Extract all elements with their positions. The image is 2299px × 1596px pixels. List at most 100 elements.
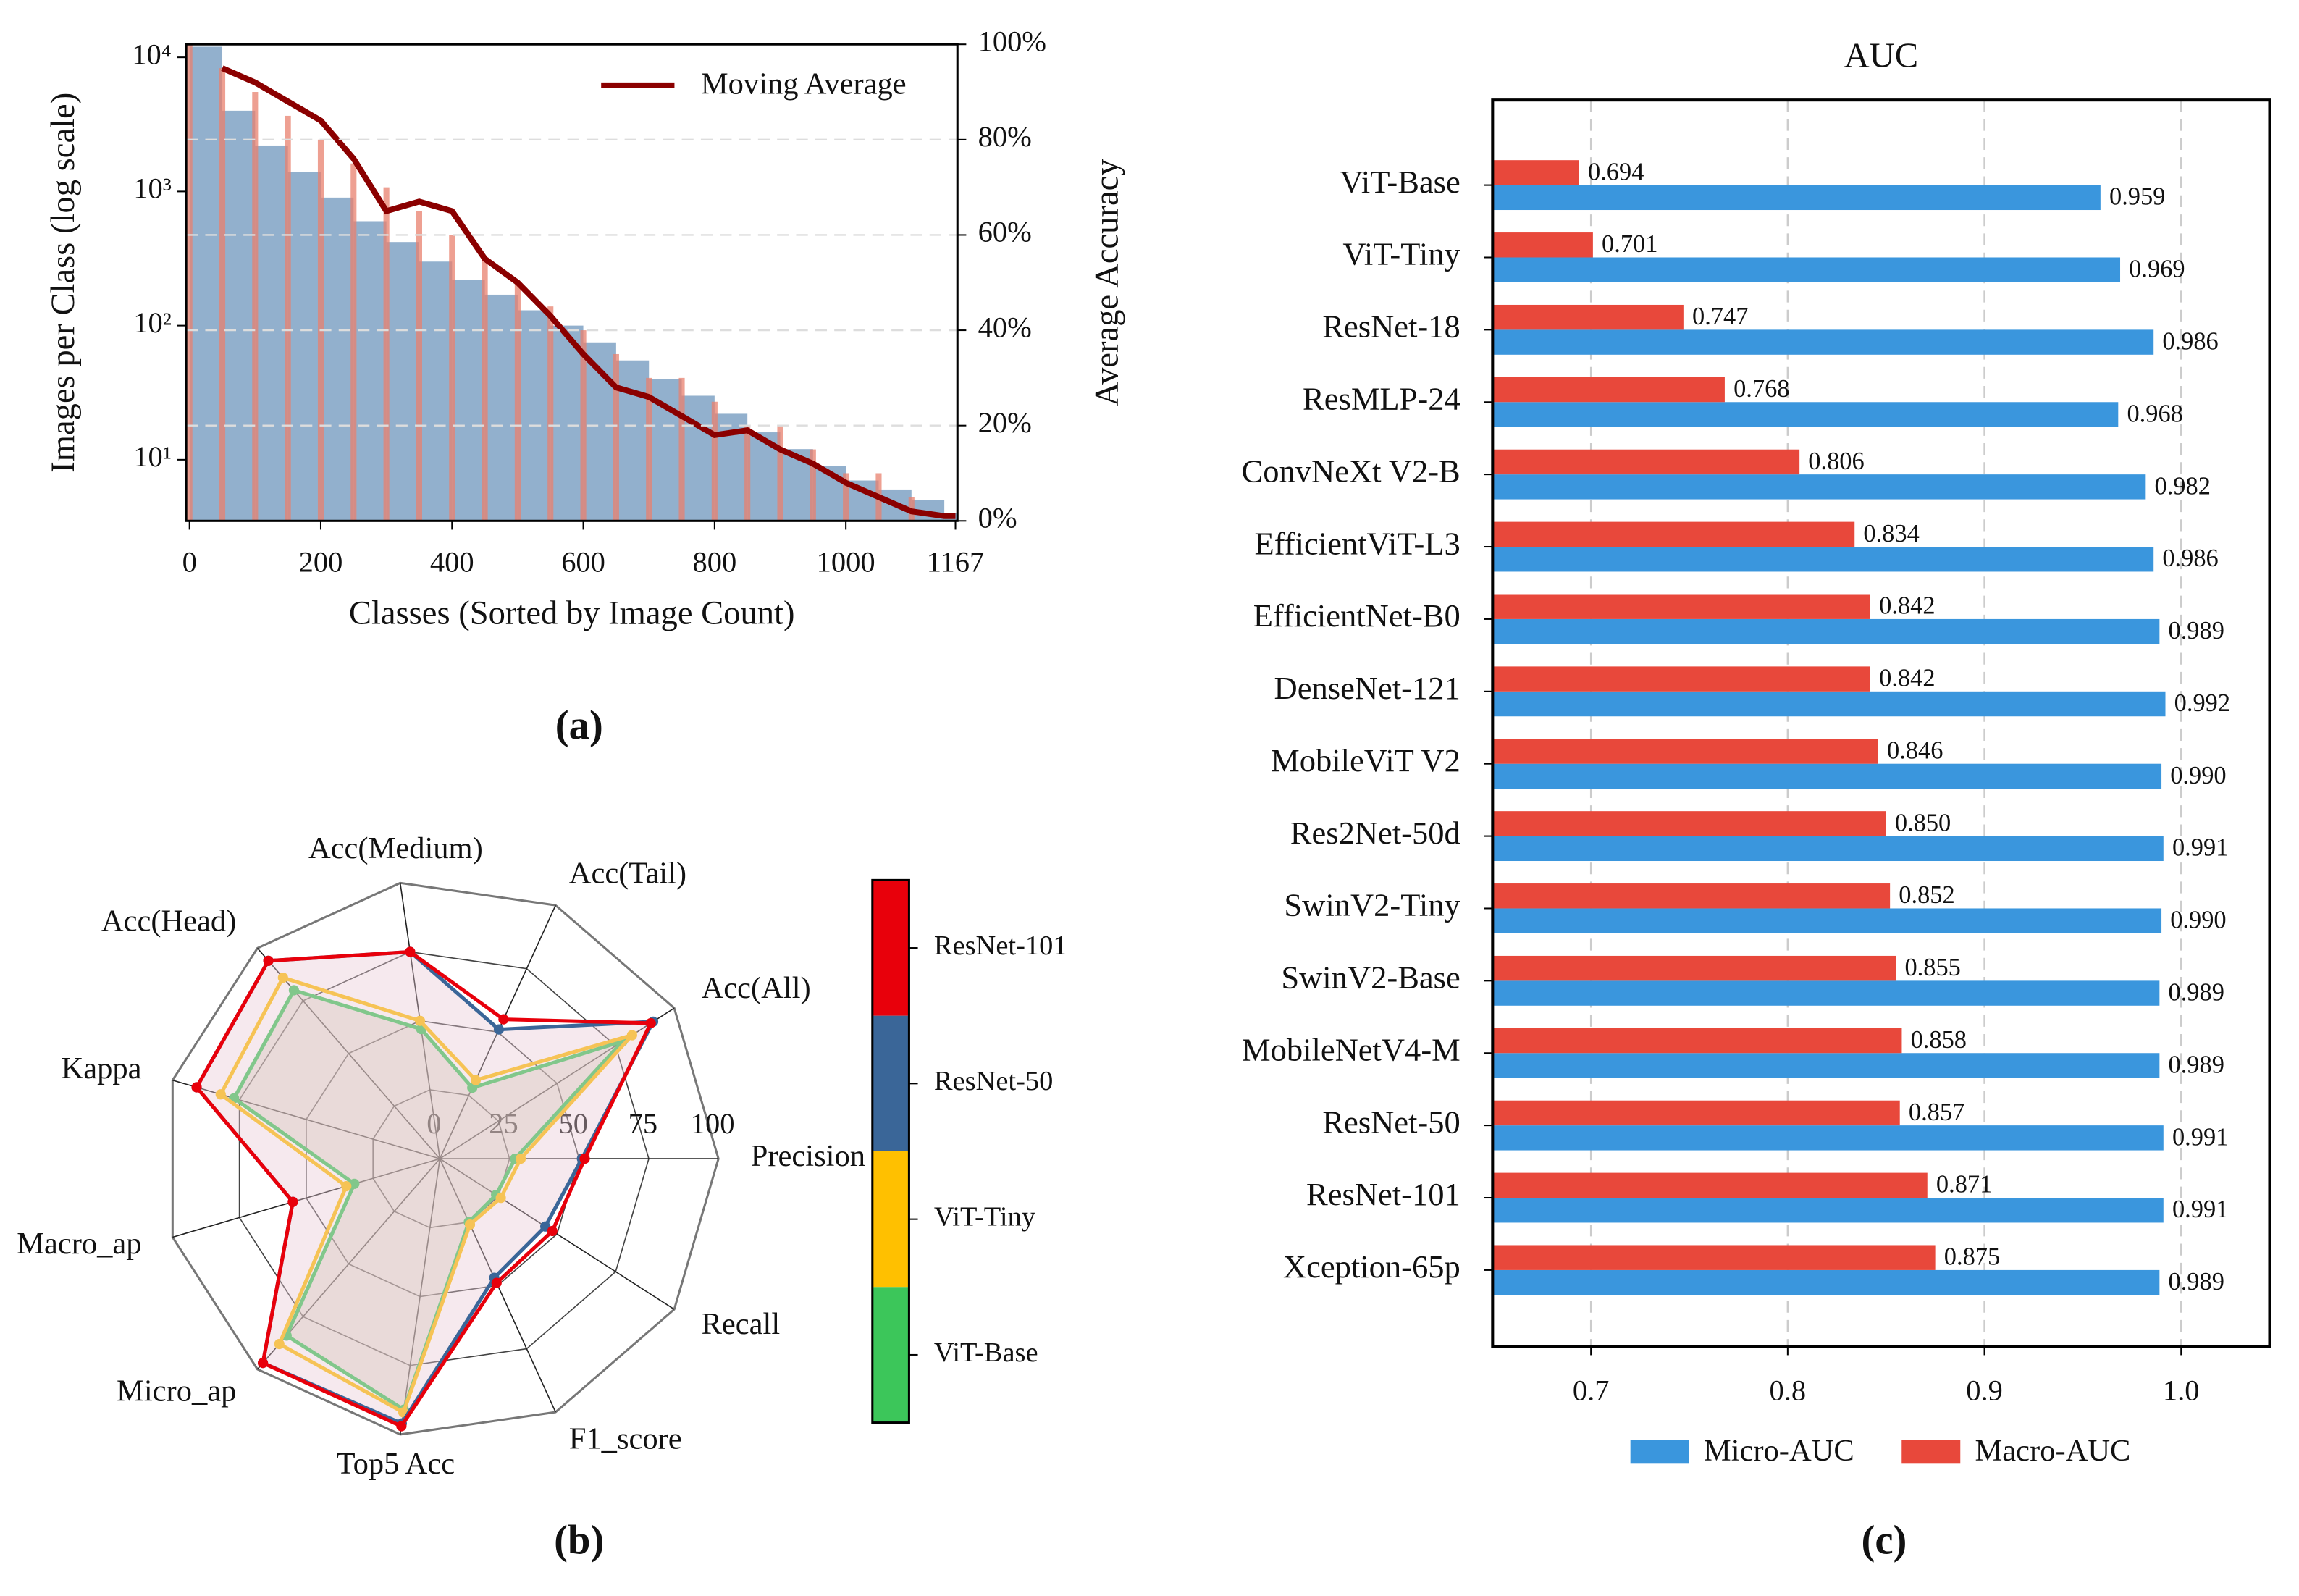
radar-point (191, 1082, 202, 1093)
radar-polygon (194, 949, 654, 1429)
moving-average-line (221, 65, 956, 519)
bar (1492, 304, 1684, 330)
count-step (222, 110, 256, 521)
bar (1492, 1028, 1902, 1054)
radar-point (491, 1277, 502, 1288)
y-tick-label: 10² (133, 306, 172, 339)
bar (1492, 811, 1886, 836)
value-label: 0.989 (2169, 1268, 2224, 1295)
y-tick-label: DenseNet-121 (1274, 670, 1460, 706)
caption: (c) (1862, 1518, 1907, 1563)
count-step (386, 242, 419, 521)
value-label: 0.694 (1588, 158, 1644, 185)
accuracy-bar (482, 259, 488, 521)
bar (1492, 955, 1896, 981)
y-tick-label: SwinV2-Tiny (1284, 887, 1460, 923)
x-tick-label: 0.8 (1770, 1374, 1807, 1406)
accuracy-bar (383, 187, 390, 521)
value-label: 0.989 (2169, 1051, 2224, 1078)
accuracy-bar (777, 425, 783, 521)
radar-spoke (172, 1158, 440, 1238)
value-label: 0.846 (1887, 736, 1943, 764)
radar-spoke (256, 947, 441, 1159)
axis-category-label: Acc(Head) (101, 904, 236, 938)
axis-category-label: F1_score (569, 1421, 682, 1456)
count-step (484, 294, 518, 521)
accuracy-bar (711, 401, 718, 521)
y-tick-label: SwinV2-Base (1281, 959, 1460, 996)
axis-category-label: Top5 Acc (337, 1447, 455, 1481)
y-tick-label: EfficientNet-B0 (1253, 597, 1460, 634)
value-label: 0.968 (2127, 400, 2182, 427)
count-step (452, 280, 485, 521)
accuracy-bar (350, 163, 357, 521)
value-label: 0.842 (1879, 592, 1935, 620)
bar (1492, 618, 2160, 644)
legend-swatch (1630, 1440, 1689, 1464)
colorbar-swatch (872, 1287, 909, 1423)
value-label: 0.850 (1895, 809, 1951, 836)
value-label: 0.855 (1904, 954, 1960, 981)
count-step (615, 360, 650, 521)
value-label: 0.959 (2109, 183, 2165, 211)
plot-frame (185, 43, 959, 522)
axis-category-label: Acc(All) (702, 971, 811, 1005)
count-step (353, 221, 387, 521)
legend-label: ResNet-101 (934, 931, 1067, 961)
value-label: 0.986 (2162, 545, 2218, 572)
axis-category-label: Recall (702, 1307, 781, 1341)
value-label: 0.991 (2172, 834, 2228, 862)
value-label: 0.842 (1879, 665, 1935, 692)
count-step (419, 261, 453, 521)
y-tick-label: 10⁴ (132, 38, 172, 70)
bar (1492, 474, 2146, 500)
x-tick-label: 1167 (927, 545, 984, 578)
count-step (320, 197, 354, 521)
axis-category-label: Acc(Medium) (308, 831, 483, 865)
y-tick-label: MobileViT V2 (1271, 742, 1460, 778)
radar-point (645, 1017, 656, 1029)
y2-axis-label: Average Accuracy (1089, 159, 1126, 406)
bar (1492, 449, 1800, 475)
y-tick-label: Xception-65p (1283, 1248, 1460, 1285)
bar (1492, 547, 2154, 572)
radar-point (498, 1014, 509, 1025)
caption: (a) (555, 702, 603, 748)
accuracy-bar (547, 306, 554, 521)
plot-frame (1491, 98, 2271, 1348)
radar-point (288, 985, 299, 996)
y-tick-label: ResNet-50 (1322, 1104, 1460, 1140)
value-label: 0.858 (1911, 1026, 1967, 1054)
y-tick-label: ViT-Tiny (1342, 236, 1460, 272)
count-step (287, 172, 321, 521)
value-label: 0.991 (2172, 1123, 2228, 1151)
radar-point (626, 1030, 637, 1041)
accuracy-bar (678, 377, 685, 521)
legend-label: Macro-AUC (1975, 1434, 2131, 1468)
value-label: 0.982 (2154, 472, 2210, 500)
value-label: 0.989 (2169, 979, 2224, 1007)
y-tick-label: ViT-Base (1340, 164, 1460, 200)
chart-b: 0 25 50 75 100PrecisionAcc(All)Acc(Tail)Acc(… (17, 831, 1067, 1563)
value-label: 0.834 (1863, 520, 1919, 547)
count-step (517, 310, 551, 521)
x-tick-label: 200 (299, 545, 343, 578)
radar-grid (238, 951, 650, 1366)
radar-point (405, 946, 416, 957)
bar (1492, 594, 1870, 619)
y-tick-label: 10³ (133, 172, 172, 205)
legend-label: ResNet-50 (934, 1066, 1054, 1096)
value-label: 0.991 (2172, 1196, 2228, 1223)
y2-tick-label: 40% (978, 311, 1032, 343)
bar (1492, 257, 2121, 282)
bar (1492, 160, 1579, 185)
bar (1492, 402, 2119, 427)
x-axis-label: Classes (Sorted by Image Count) (349, 595, 795, 632)
accuracy-bar (580, 330, 587, 521)
bar (1492, 185, 2101, 211)
x-tick-label: 1000 (817, 545, 875, 578)
radar-point (277, 972, 288, 983)
y2-tick-label: 60% (978, 216, 1032, 248)
value-label: 0.875 (1944, 1243, 2000, 1271)
